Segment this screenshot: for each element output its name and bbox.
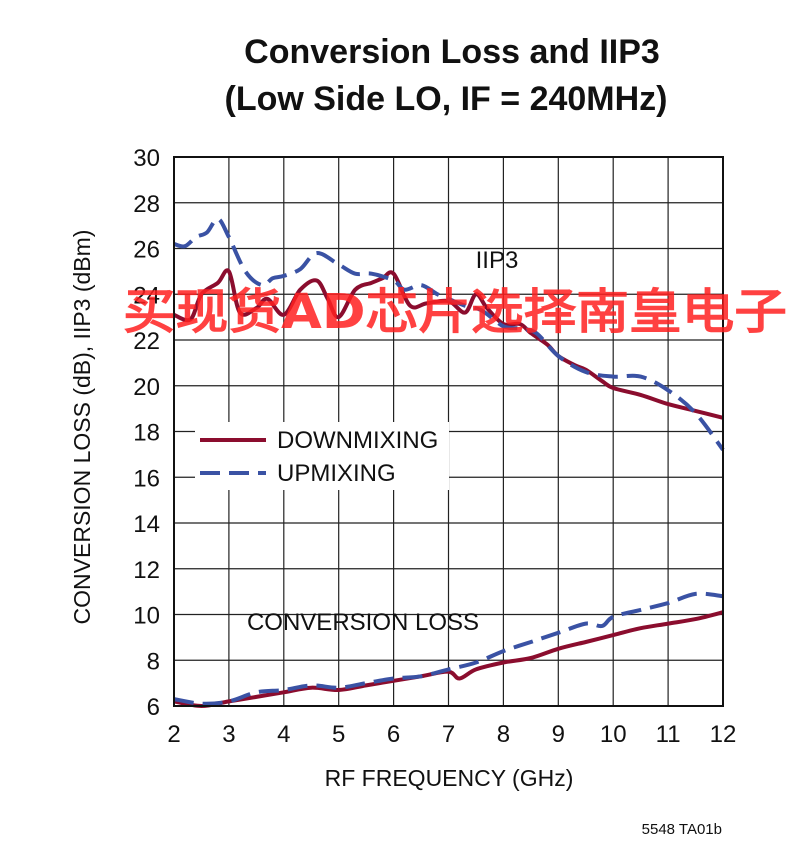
x-tick-label: 8	[497, 721, 510, 748]
series-lines	[173, 216, 725, 708]
chart-title-line1: Conversion Loss and IIP3	[244, 33, 660, 71]
y-tick-label: 10	[133, 603, 160, 630]
legend-label-downmixing: DOWNMIXING	[277, 427, 438, 454]
y-tick-label: 12	[133, 557, 160, 584]
y-axis-label: CONVERSION LOSS (dB), IIP3 (dBm)	[69, 230, 95, 625]
tick-labels: 2 3 4 5 6 7 8 9 10 11 12 6 8 10 12 14 16 18 20 22 24 26 28 30	[133, 145, 736, 748]
y-tick-label: 26	[133, 237, 160, 264]
x-tick-label: 10	[600, 721, 627, 748]
y-tick-label: 8	[147, 648, 160, 675]
y-tick-label: 22	[133, 328, 160, 355]
x-tick-label: 6	[387, 721, 400, 748]
figure-code: 5548 TA01b	[642, 821, 722, 838]
downmixing-conversion-loss-line	[173, 610, 724, 708]
x-tick-label: 5	[332, 721, 345, 748]
x-tick-label: 3	[222, 721, 235, 748]
upmixing-conversion-loss-line	[173, 591, 724, 706]
x-tick-label: 2	[167, 721, 180, 748]
upmixing-iip3-line	[173, 216, 725, 452]
x-tick-label: 7	[442, 721, 455, 748]
x-axis-label: RF FREQUENCY (GHz)	[325, 765, 574, 791]
x-tick-label: 4	[277, 721, 290, 748]
x-tick-label: 12	[710, 721, 737, 748]
y-tick-label: 18	[133, 420, 160, 447]
x-tick-label: 9	[552, 721, 565, 748]
y-tick-label: 6	[147, 694, 160, 721]
chart-title-line2: (Low Side LO, IF = 240MHz)	[225, 80, 668, 118]
plot-frame	[173, 156, 724, 707]
y-tick-label: 14	[133, 511, 160, 538]
x-tick-label: 11	[656, 721, 681, 748]
legend: DOWNMIXING UPMIXING	[195, 422, 449, 490]
annotation-iip3: IIP3	[476, 247, 519, 274]
y-tick-label: 24	[133, 282, 160, 309]
y-tick-label: 28	[133, 191, 160, 218]
annotation-conversion-loss: CONVERSION LOSS	[247, 609, 479, 636]
y-tick-label: 16	[133, 465, 160, 492]
watermark-text: 买现货AD芯片选择南皇电子	[123, 284, 787, 340]
y-tick-label: 20	[133, 374, 160, 401]
legend-label-upmixing: UPMIXING	[277, 460, 396, 487]
y-tick-label: 30	[133, 145, 160, 172]
